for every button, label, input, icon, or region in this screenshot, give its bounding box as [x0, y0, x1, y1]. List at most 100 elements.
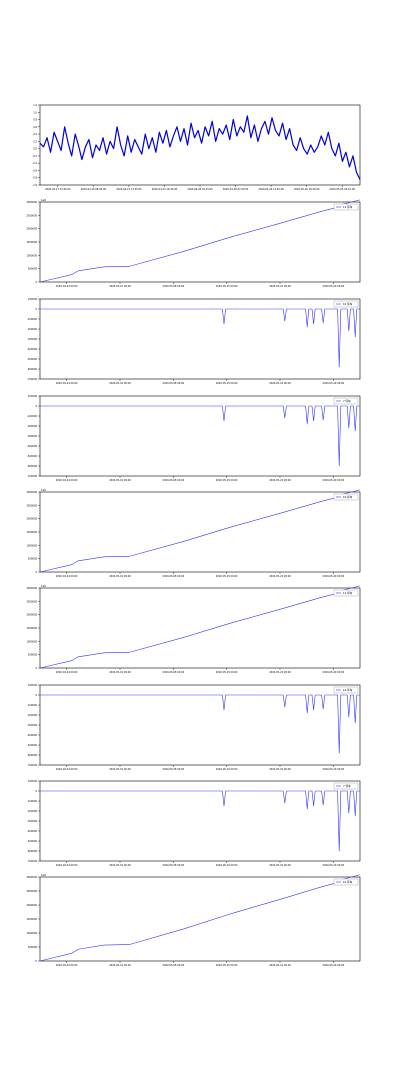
legend-label: 7 停车: [343, 399, 351, 403]
y-tick-label: 2500000: [26, 504, 37, 507]
x-tick-label: 2020-05-22 00:00: [269, 964, 291, 967]
legend-box: [333, 203, 359, 211]
chart-panel-7: 100000 0 -100000 -200000 -300000 -400000 -5000…: [27, 780, 361, 867]
y-tick-label: 100000: [28, 780, 38, 783]
y-tick-label: 0: [35, 571, 37, 574]
x-tick-label: 2020-05-15 00:00: [216, 575, 238, 578]
y-tick-label: -100000: [27, 415, 37, 418]
plot-frame: [39, 395, 361, 477]
y-tick-label: -600000: [27, 465, 37, 468]
x-tick-label: 2020-05-22 00:00: [269, 864, 291, 867]
y-tick-label: 3000000: [26, 491, 37, 494]
x-tick-label: 2020-05-08 00:00: [163, 671, 185, 674]
y-tick-label: 1.0: [33, 111, 37, 114]
series-line: [40, 694, 360, 754]
x-tick-label: 2020-05-29 00:00: [323, 382, 345, 385]
x-tick-label: 2020-05-29 00:00: [323, 964, 345, 967]
y-tick-label: -700000: [27, 860, 37, 863]
y-tick-label: 100000: [28, 684, 38, 687]
x-tick-label: 2020-05-29 00:00: [323, 285, 345, 288]
chart-panel-0: 1.2 1.0 0.8 0.6 0.4 0.2 0.0 -0.2 -0.4 -0.6 -0.8 -1.…: [32, 104, 361, 191]
x-tick-label: 2020-04-24 00:00: [56, 671, 78, 674]
offset-text: 1e6: [41, 488, 46, 492]
y-tick-label: 0: [35, 308, 37, 311]
x-tick-label: 2020-05-08 00:00: [163, 479, 185, 482]
y-tick-label: 0: [35, 694, 37, 697]
chart-panel-6: 100000 0 -100000 -200000 -300000 -400000 -5000…: [27, 684, 361, 771]
y-tick-label: 1500000: [26, 918, 37, 921]
x-tick-label: 2020-04-24 00:00: [56, 285, 78, 288]
legend-box: [333, 397, 359, 405]
y-tick-label: -200000: [27, 425, 37, 428]
x-tick-label: 2020-05-01 00:00: [109, 768, 131, 771]
y-tick-label: 2500000: [26, 890, 37, 893]
y-tick-label: 100000: [28, 298, 38, 301]
y-tick-label: -700000: [27, 378, 37, 381]
y-tick-label: -300000: [27, 435, 37, 438]
x-tick-label: 2020-05-08 00:00: [163, 964, 185, 967]
x-tick-label: 2020-04-19 08:00:00: [81, 188, 107, 191]
y-tick-label: -700000: [27, 764, 37, 767]
x-tick-label: 2020-04-21 13:45:00: [116, 188, 142, 191]
offset-text: 1e6: [41, 198, 46, 202]
plot-frame: [39, 780, 361, 862]
x-tick-label: 2020-05-08 00:00: [163, 382, 185, 385]
y-tick-label: -600000: [27, 850, 37, 853]
x-tick-label: 2020-04-23 19:30:00: [152, 188, 178, 191]
y-tick-label: 1000000: [26, 640, 37, 643]
y-tick-label: 0: [35, 790, 37, 793]
legend-label: 10 停车: [343, 495, 353, 499]
y-tick-label: 1500000: [26, 241, 37, 244]
y-tick-label: -500000: [27, 744, 37, 747]
x-tick-label: 2020-05-29 00:00: [323, 864, 345, 867]
y-tick-label: 3000000: [26, 587, 37, 590]
chart-panel-4: 0 500000 1000000 1500000 2000000 2500000 30000…: [26, 488, 361, 578]
y-tick-label: 3000000: [26, 201, 37, 204]
x-tick-label: 2020-05-29 00:00: [323, 479, 345, 482]
y-tick-label: -200000: [27, 810, 37, 813]
y-tick-label: 100000: [28, 395, 38, 398]
legend-label: 10 停车: [343, 302, 353, 306]
y-tick-label: 500000: [28, 558, 38, 561]
y-tick-label: -0.2: [32, 155, 37, 158]
y-tick-label: -100000: [27, 704, 37, 707]
y-tick-label: -500000: [27, 840, 37, 843]
y-tick-label: -600000: [27, 754, 37, 757]
y-tick-label: 1500000: [26, 531, 37, 534]
x-tick-label: 2020-04-28 07:00:00: [223, 188, 249, 191]
plot-frame: [39, 104, 361, 186]
y-tick-label: 0.4: [33, 133, 37, 136]
x-tick-label: 2020-04-24 00:00: [56, 768, 78, 771]
x-tick-label: 2020-05-01 00:00: [109, 285, 131, 288]
legend-label: 7 停车: [343, 784, 351, 788]
y-tick-label: 2000000: [26, 518, 37, 521]
y-tick-label: -300000: [27, 724, 37, 727]
chart-panel-8: 0 500000 1000000 1500000 2000000 2500000 30000…: [26, 873, 361, 967]
x-tick-label: 2020-05-15 00:00: [216, 768, 238, 771]
y-tick-label: 2500000: [26, 600, 37, 603]
x-tick-label: 2020-05-22 00:00: [269, 575, 291, 578]
x-tick-label: 2020-05-29 00:00: [323, 768, 345, 771]
y-tick-label: 0: [35, 667, 37, 670]
legend-box: [333, 878, 359, 886]
x-tick-label: 2020-05-22 00:00: [269, 285, 291, 288]
legend-label: 10 停车: [343, 880, 353, 884]
y-tick-label: -500000: [27, 455, 37, 458]
y-tick-label: 1.2: [33, 104, 37, 107]
series-line: [40, 308, 360, 368]
x-tick-label: 2020-05-22 00:00: [269, 768, 291, 771]
y-tick-label: 0.2: [33, 140, 37, 143]
y-tick-label: -100000: [27, 318, 37, 321]
x-tick-label: 2020-05-01 00:00: [109, 479, 131, 482]
legend-label: 11 停车: [343, 205, 353, 209]
legend-box: [333, 300, 359, 308]
x-tick-label: 2020-04-24 00:00: [56, 964, 78, 967]
x-tick-label: 2020-04-26 01:15:00: [187, 188, 213, 191]
y-tick-label: 1000000: [26, 254, 37, 257]
x-tick-label: 2020-05-08 00:00: [163, 768, 185, 771]
chart-panel-2: 100000 0 -100000 -200000 -300000 -400000 -5000…: [27, 298, 361, 385]
y-tick-label: -400000: [27, 348, 37, 351]
chart-panel-1: 0 500000 1000000 1500000 2000000 2500000 30000…: [26, 198, 361, 288]
x-tick-label: 2020-05-01 00:00: [109, 864, 131, 867]
